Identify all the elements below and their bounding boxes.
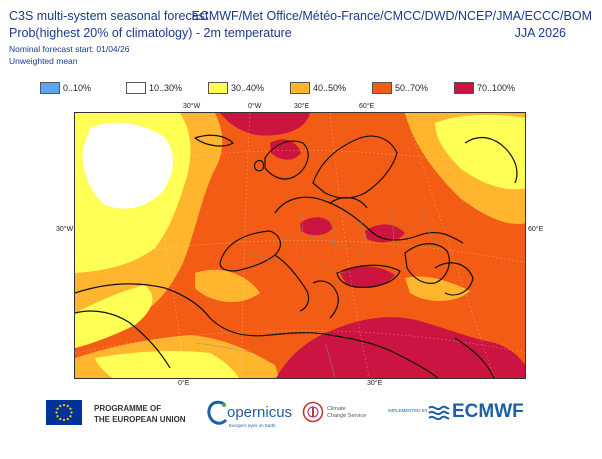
legend-swatch [208, 82, 228, 94]
legend-item: 70..100% [454, 82, 515, 94]
grid-label-bottom: 0°E [178, 380, 190, 387]
coastlines [75, 134, 518, 378]
forecast-start: Nominal forecast start: 01/04/26 [9, 44, 130, 54]
field-70-100 [270, 139, 301, 160]
c3s-text-line: Change Service [327, 413, 367, 419]
grid-label-right: 60°E [528, 226, 544, 233]
legend-swatch [372, 82, 392, 94]
field-10-30 [82, 122, 174, 209]
eu-text-line: PROGRAMME OF [94, 404, 162, 413]
ecmwf-wordmark: ECMWF [452, 401, 524, 422]
grid-label-top: 60°E [359, 103, 375, 110]
weighting-label: Unweighted mean [9, 56, 78, 66]
copernicus-c-icon [207, 400, 228, 425]
season-label: JJA 2026 [514, 26, 566, 40]
field-70-100 [365, 224, 405, 243]
legend-item: 40..50% [290, 82, 346, 94]
c3s-circle-icon [302, 401, 324, 423]
ecmwf-waves-icon [428, 405, 450, 420]
legend-swatch [40, 82, 60, 94]
grid-label-top: 0°W [248, 103, 262, 110]
field-70-100 [276, 317, 525, 378]
legend-item: 0..10% [40, 82, 91, 94]
country-borders [194, 207, 436, 378]
eu-flag-logo [46, 400, 82, 425]
field-40-50 [195, 269, 260, 303]
legend-item: 30..40% [208, 82, 264, 94]
field-70-100 [300, 217, 333, 236]
forecast-centres: ECMWF/Met Office/Météo-France/CMCC/DWD/N… [191, 9, 592, 23]
implemented-by-label: IMPLEMENTED BY [388, 408, 428, 413]
legend-label: 70..100% [477, 83, 516, 93]
grid-label-top: 30°E [294, 103, 310, 110]
legend: 0..10% 10..30% 30..40% 40..50% 50..70% 7… [40, 82, 580, 96]
legend-swatch [290, 82, 310, 94]
copernicus-tagline: Europe's eyes on Earth [229, 423, 276, 428]
field-70-100 [340, 266, 395, 288]
field-30-40 [435, 114, 525, 190]
legend-item: 50..70% [372, 82, 428, 94]
legend-label: 30..40% [231, 83, 265, 93]
legend-label: 40..50% [313, 83, 347, 93]
probability-map [74, 112, 526, 379]
legend-swatch [454, 82, 474, 94]
grid-label-left: 30°W [56, 226, 74, 233]
field-30-40 [95, 350, 239, 378]
field-70-100 [220, 113, 310, 136]
legend-label: 50..70% [395, 83, 429, 93]
copernicus-wordmark: opernicus [227, 404, 293, 421]
logo-bar: PROGRAMME OF THE EUROPEAN UNION opernicu… [0, 392, 602, 442]
field-30-40 [75, 285, 153, 348]
grid-label-bottom: 30°E [367, 380, 383, 387]
chart-subtitle: Prob(highest 20% of climatology) - 2m te… [9, 26, 292, 40]
grid-label-top: 30°W [183, 103, 201, 110]
eu-stars-icon [55, 403, 73, 422]
graticule [75, 113, 525, 378]
legend-item: 10..30% [126, 82, 182, 94]
c3s-logo: Climate Change Service [302, 400, 372, 430]
chart-title: C3S multi-system seasonal forecast [9, 9, 209, 23]
legend-label: 0..10% [63, 83, 92, 93]
copernicus-logo: opernicus Europe's eyes on Earth [207, 398, 295, 432]
map-canvas [75, 113, 525, 378]
legend-label: 10..30% [149, 83, 183, 93]
legend-swatch [126, 82, 146, 94]
c3s-text-line: Climate [327, 406, 346, 412]
eu-programme-text: PROGRAMME OF THE EUROPEAN UNION [94, 403, 186, 425]
eu-text-line: THE EUROPEAN UNION [94, 415, 186, 424]
